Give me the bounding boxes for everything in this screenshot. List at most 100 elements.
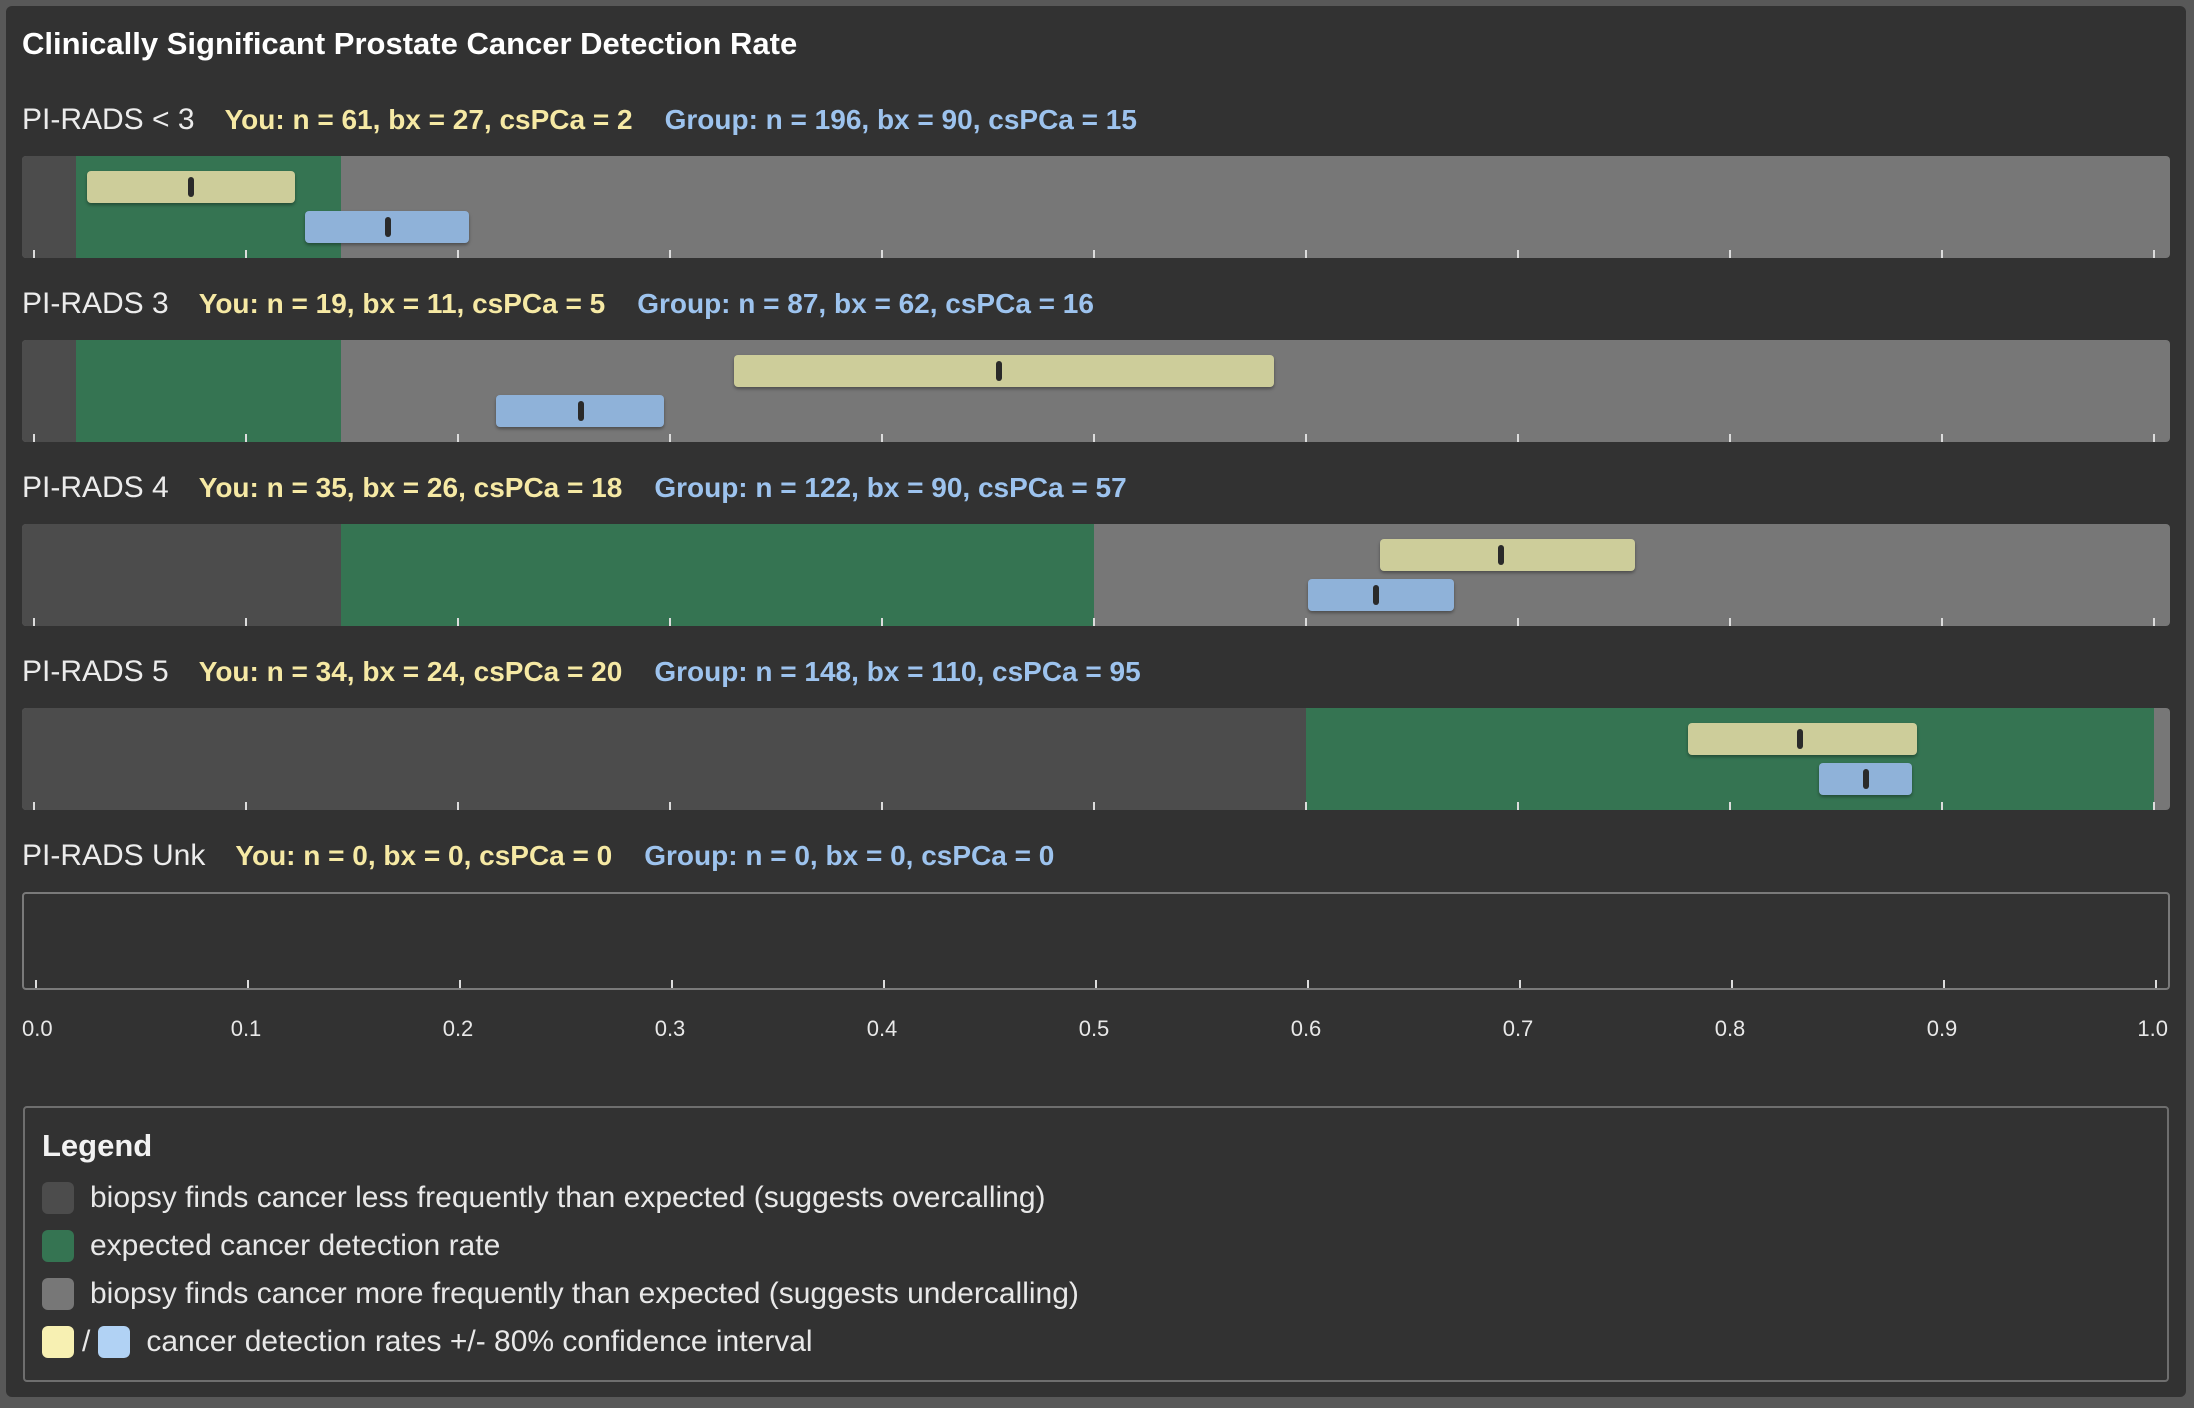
you-rate-marker bbox=[1498, 545, 1505, 565]
axis-tick bbox=[247, 980, 249, 988]
axis-tick bbox=[1307, 980, 1309, 988]
row-group-stats: Group: n = 87, bx = 62, csPCa = 16 bbox=[637, 288, 1094, 319]
axis-tick bbox=[2153, 802, 2155, 810]
axis-tick bbox=[881, 802, 883, 810]
pirads-row: PI-RADS 5 You: n = 34, bx = 24, csPCa = 2… bbox=[6, 652, 2186, 812]
rate-track bbox=[22, 156, 2170, 258]
axis-tick bbox=[883, 980, 885, 988]
legend-text-undercalling: biopsy finds cancer more frequently than… bbox=[90, 1277, 1079, 1310]
legend: Legend biopsy finds cancer less frequent… bbox=[23, 1106, 2169, 1382]
row-header: PI-RADS < 3 You: n = 61, bx = 27, csPCa =… bbox=[22, 100, 1137, 140]
axis-tick bbox=[459, 980, 461, 988]
axis-tick bbox=[457, 434, 459, 442]
you-confidence-interval bbox=[1380, 539, 1635, 571]
axis-tick bbox=[457, 618, 459, 626]
legend-title: Legend bbox=[42, 1128, 153, 1163]
row-group-stats: Group: n = 0, bx = 0, csPCa = 0 bbox=[644, 840, 1055, 871]
axis-tick bbox=[1731, 980, 1733, 988]
axis-tick bbox=[1729, 802, 1731, 810]
row-label: PI-RADS 4 bbox=[22, 471, 169, 504]
x-axis: 0.0 0.1 0.2 0.3 0.4 0.5 0.6 0.7 0.8 0.9 1.0 bbox=[6, 1016, 2186, 1046]
row-header: PI-RADS 3 You: n = 19, bx = 11, csPCa = 5… bbox=[22, 284, 1094, 324]
group-rate-marker bbox=[577, 401, 584, 421]
axis-tick bbox=[1941, 434, 1943, 442]
row-group-stats: Group: n = 148, bx = 110, csPCa = 95 bbox=[654, 656, 1141, 687]
below-expected-segment bbox=[22, 340, 77, 442]
you-confidence-interval bbox=[733, 355, 1275, 387]
axis-tick bbox=[1941, 802, 1943, 810]
x-tick-label: 0.2 bbox=[442, 1016, 474, 1041]
you-confidence-interval bbox=[1687, 723, 1917, 755]
row-you-stats: You: n = 61, bx = 27, csPCa = 2 bbox=[224, 104, 633, 135]
legend-swatch-you bbox=[42, 1326, 74, 1358]
expected-range-segment bbox=[76, 340, 342, 442]
axis-tick bbox=[1729, 434, 1731, 442]
row-you-stats: You: n = 35, bx = 26, csPCa = 18 bbox=[198, 472, 623, 503]
x-tick-label: 0.8 bbox=[1714, 1016, 1746, 1041]
legend-swatch-low bbox=[42, 1182, 74, 1214]
axis-tick bbox=[1093, 618, 1095, 626]
row-you-stats: You: n = 19, bx = 11, csPCa = 5 bbox=[198, 288, 606, 319]
axis-tick bbox=[1093, 802, 1095, 810]
axis-tick bbox=[2155, 980, 2157, 988]
axis-tick bbox=[1305, 434, 1307, 442]
x-tick-label: 0.9 bbox=[1926, 1016, 1958, 1041]
row-label: PI-RADS Unk bbox=[22, 839, 206, 872]
axis-tick bbox=[245, 250, 247, 258]
rate-track bbox=[22, 708, 2170, 810]
row-group-stats: Group: n = 196, bx = 90, csPCa = 15 bbox=[664, 104, 1137, 135]
row-label: PI-RADS 3 bbox=[22, 287, 169, 320]
axis-tick bbox=[33, 618, 35, 626]
you-rate-marker bbox=[1796, 729, 1803, 749]
legend-item-undercalling: biopsy finds cancer more frequently than… bbox=[42, 1277, 1079, 1311]
axis-tick bbox=[671, 980, 673, 988]
pirads-row: PI-RADS < 3 You: n = 61, bx = 27, csPCa =… bbox=[6, 100, 2186, 260]
row-you-stats: You: n = 0, bx = 0, csPCa = 0 bbox=[235, 840, 613, 871]
expected-range-segment bbox=[341, 524, 1094, 626]
row-group-stats: Group: n = 122, bx = 90, csPCa = 57 bbox=[654, 472, 1127, 503]
x-tick-label: 0.6 bbox=[1290, 1016, 1322, 1041]
axis-tick bbox=[1729, 618, 1731, 626]
legend-item-confidence: / cancer detection rates +/- 80% confide… bbox=[42, 1325, 813, 1359]
chart-title: Clinically Significant Prostate Cancer D… bbox=[22, 26, 798, 61]
axis-tick bbox=[1305, 250, 1307, 258]
axis-tick bbox=[245, 434, 247, 442]
pirads-row: PI-RADS 4 You: n = 35, bx = 26, csPCa = 1… bbox=[6, 468, 2186, 628]
legend-slash: / bbox=[82, 1325, 91, 1358]
x-tick-label: 0.5 bbox=[1078, 1016, 1110, 1041]
group-rate-marker bbox=[1372, 585, 1379, 605]
pirads-row: PI-RADS 3 You: n = 19, bx = 11, csPCa = 5… bbox=[6, 284, 2186, 444]
legend-swatch-expected bbox=[42, 1230, 74, 1262]
axis-tick bbox=[1305, 618, 1307, 626]
axis-tick bbox=[2153, 434, 2155, 442]
row-header: PI-RADS 4 You: n = 35, bx = 26, csPCa = 1… bbox=[22, 468, 1127, 508]
axis-tick bbox=[881, 618, 883, 626]
axis-tick bbox=[1095, 980, 1097, 988]
axis-tick bbox=[881, 434, 883, 442]
axis-tick bbox=[1517, 802, 1519, 810]
x-tick-label: 0.7 bbox=[1502, 1016, 1534, 1041]
row-label: PI-RADS 5 bbox=[22, 655, 169, 688]
axis-tick bbox=[1093, 434, 1095, 442]
group-confidence-interval bbox=[305, 211, 469, 243]
axis-tick bbox=[669, 250, 671, 258]
axis-tick bbox=[245, 618, 247, 626]
group-rate-marker bbox=[385, 217, 392, 237]
group-confidence-interval bbox=[496, 395, 664, 427]
rate-track bbox=[22, 524, 2170, 626]
legend-swatch-group bbox=[98, 1326, 131, 1358]
you-rate-marker bbox=[995, 361, 1002, 381]
below-expected-segment bbox=[22, 708, 1306, 810]
group-confidence-interval bbox=[1819, 763, 1913, 795]
axis-tick bbox=[669, 802, 671, 810]
axis-tick bbox=[1517, 250, 1519, 258]
legend-text-expected: expected cancer detection rate bbox=[90, 1229, 501, 1262]
axis-tick bbox=[669, 434, 671, 442]
axis-tick bbox=[1517, 618, 1519, 626]
axis-tick bbox=[33, 802, 35, 810]
row-label: PI-RADS < 3 bbox=[22, 103, 195, 136]
legend-item-expected: expected cancer detection rate bbox=[42, 1229, 500, 1263]
x-tick-label: 0.3 bbox=[654, 1016, 686, 1041]
axis-tick bbox=[1729, 250, 1731, 258]
axis-tick bbox=[669, 618, 671, 626]
